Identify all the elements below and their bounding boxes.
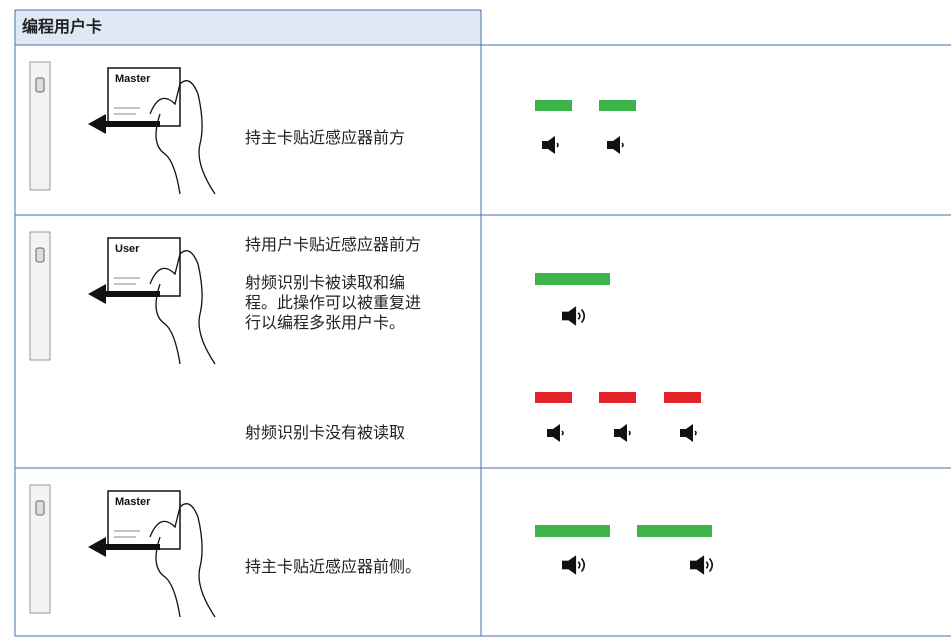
description: 行以编程多张用户卡。	[245, 313, 406, 332]
card-label: Master	[115, 73, 151, 85]
instruction: 持主卡贴近感应器前侧。	[245, 557, 422, 576]
description: 射频识别卡被读取和编	[245, 273, 406, 292]
description: 射频识别卡没有被读取	[245, 423, 406, 442]
description: 程。此操作可以被重复进	[245, 293, 422, 312]
header-title: 编程用户卡	[22, 17, 103, 36]
card-label: User	[115, 243, 140, 255]
instruction: 持用户卡贴近感应器前方	[245, 235, 422, 254]
instruction: 持主卡贴近感应器前方	[245, 128, 406, 147]
card-label: Master	[115, 496, 151, 508]
